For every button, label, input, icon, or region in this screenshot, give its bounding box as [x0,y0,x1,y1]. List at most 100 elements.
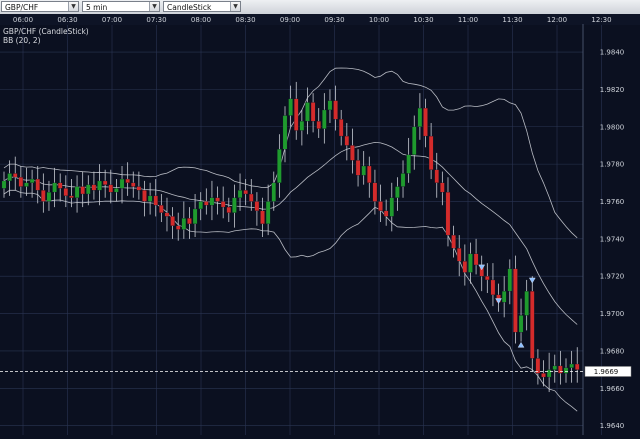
candle-down [350,145,355,161]
time-tick-label: 08:00 [191,16,211,24]
chart-style-select-value: CandleStick [167,3,212,12]
signal-markers [478,264,536,348]
time-tick-label: 06:00 [13,16,33,24]
candle-down [423,107,428,137]
candle-down [293,98,299,131]
candle-down [260,210,265,225]
time-tick-label: 11:30 [502,16,522,24]
candle-up [97,180,102,191]
candle-up [563,367,569,374]
candle-down [12,173,18,178]
current-price-label: 1.9669 [594,368,619,376]
candle-up [288,98,293,116]
candle-down [170,216,175,226]
chart-style-select[interactable]: CandleStick ▼ [163,1,241,12]
candle-down [372,182,378,202]
candle-down [220,201,226,208]
candle-down [541,373,546,378]
candle-up [46,191,52,202]
time-tick-label: 10:30 [413,16,433,24]
candle-down [530,290,535,359]
symbol-select-value: GBP/CHF [5,3,39,12]
signal-triangle [478,264,486,271]
interval-select[interactable]: 5 min ▼ [82,1,160,12]
candle-down [344,135,350,146]
candle-down [91,184,97,191]
candle-down [310,102,316,122]
candle-up [327,100,333,111]
symbol-select[interactable]: GBP/CHF ▼ [1,1,79,12]
candle-up [192,208,198,225]
candle-down [473,253,479,266]
candle-up [232,197,237,213]
candlestick-chart[interactable]: 06:00 06:30 07:00 07:30 08:00 08:30 09:00 09:30… [0,14,640,439]
time-axis: 06:00 06:30 07:00 07:30 08:00 08:30 09:00 09:30… [0,14,640,25]
candle-up [322,109,327,129]
candle-down [175,225,181,230]
candle-down [254,201,260,211]
candle-down [131,182,136,187]
price-tick-label: 1.9820 [600,86,625,94]
candle-up [52,182,57,193]
signal-triangle [528,277,536,284]
candle-down [204,201,209,206]
candle-up [524,290,529,316]
indicator-label: BB (20, 2) [3,36,41,45]
candle-up [277,149,282,183]
candle-down [57,182,63,189]
candles-layer [1,81,580,393]
candle-down [102,180,108,185]
candle-up [237,190,243,198]
chevron-down-icon: ▼ [68,2,78,11]
candle-up [7,173,12,182]
chevron-down-icon: ▼ [230,2,240,11]
candle-up [546,369,552,378]
price-axis: 1.9640 1.9660 1.9680 1.9700 1.9720 1.9740 1.97… [0,24,632,435]
candle-down [187,218,192,225]
candle-down [338,119,344,137]
time-tick-label: 12:30 [591,16,611,24]
candle-up [198,201,203,210]
interval-select-value: 5 min [86,3,108,12]
candle-up [119,178,125,189]
candle-down [153,195,158,206]
candle-down [451,234,456,249]
candle-down [428,135,434,170]
candle-down [440,182,445,193]
time-tick-label: 07:00 [102,16,122,24]
signal-triangle [495,298,502,304]
candle-up [406,154,411,174]
candle-down [456,248,462,262]
candle-down [367,165,372,183]
price-tick-label: 1.9720 [600,273,625,281]
candle-down [35,178,40,191]
candle-up [507,268,513,292]
time-tick-label: 11:00 [458,16,478,24]
candle-down [108,184,114,193]
candle-down [41,190,46,202]
price-tick-label: 1.9660 [600,385,625,393]
candle-up [181,218,187,230]
time-tick-label: 08:30 [235,16,255,24]
chart-symbol-label: GBP/CHF (CandleStick) [3,27,89,36]
candle-up [389,197,395,217]
price-tick-label: 1.9640 [600,422,625,430]
candle-up [569,363,574,368]
time-tick-label: 09:00 [280,16,300,24]
candle-down [513,268,518,333]
time-tick-label: 07:30 [146,16,166,24]
candle-down [249,193,254,202]
candle-down [63,188,69,197]
candle-up [361,165,366,176]
time-axis-band [0,14,640,25]
candle-down [243,190,248,195]
candle-up [395,186,400,198]
candle-down [378,201,383,211]
candle-down [485,276,490,281]
candle-down [333,100,338,120]
candle-up [417,107,423,127]
candle-up [74,186,80,198]
candle-down [69,195,74,198]
candle-down [159,205,164,213]
candle-up [147,195,153,202]
